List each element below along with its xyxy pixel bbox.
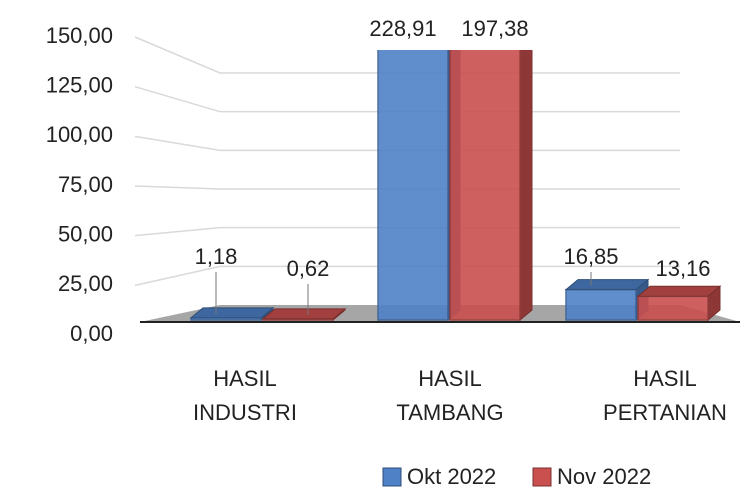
bar-top bbox=[636, 285, 722, 297]
y-tick-label: 25,00 bbox=[58, 271, 113, 296]
legend-label: Nov 2022 bbox=[557, 464, 651, 489]
bar-side bbox=[519, 50, 533, 322]
y-tick-label: 0,00 bbox=[70, 321, 113, 346]
data-label: 1,18 bbox=[195, 244, 238, 269]
y-tick-label: 75,00 bbox=[58, 172, 113, 197]
legend-swatch bbox=[382, 467, 402, 487]
y-tick-label: 100,00 bbox=[46, 122, 113, 147]
y-tick-label: 50,00 bbox=[58, 221, 113, 246]
data-label: 16,85 bbox=[563, 244, 618, 269]
data-label: 228,91 bbox=[369, 16, 436, 41]
bar-top bbox=[189, 307, 275, 319]
data-label: 13,16 bbox=[655, 256, 710, 281]
legend-swatch bbox=[532, 467, 552, 487]
x-tick-label: HASIL PERTANIAN bbox=[603, 366, 727, 425]
legend-label: Okt 2022 bbox=[407, 464, 496, 489]
bar-top bbox=[564, 279, 650, 291]
bar bbox=[377, 50, 449, 321]
x-tick-label: HASIL INDUSTRI bbox=[193, 366, 297, 425]
bars bbox=[189, 50, 722, 322]
data-label: 0,62 bbox=[287, 256, 330, 281]
bar-top bbox=[261, 308, 347, 320]
y-tick-label: 150,00 bbox=[46, 23, 113, 48]
bar bbox=[637, 295, 709, 321]
y-tick-label: 125,00 bbox=[46, 72, 113, 97]
bar bbox=[449, 50, 521, 321]
x-tick-label: HASIL TAMBANG bbox=[396, 366, 504, 425]
data-label: 197,38 bbox=[461, 16, 528, 41]
bar bbox=[565, 288, 637, 321]
